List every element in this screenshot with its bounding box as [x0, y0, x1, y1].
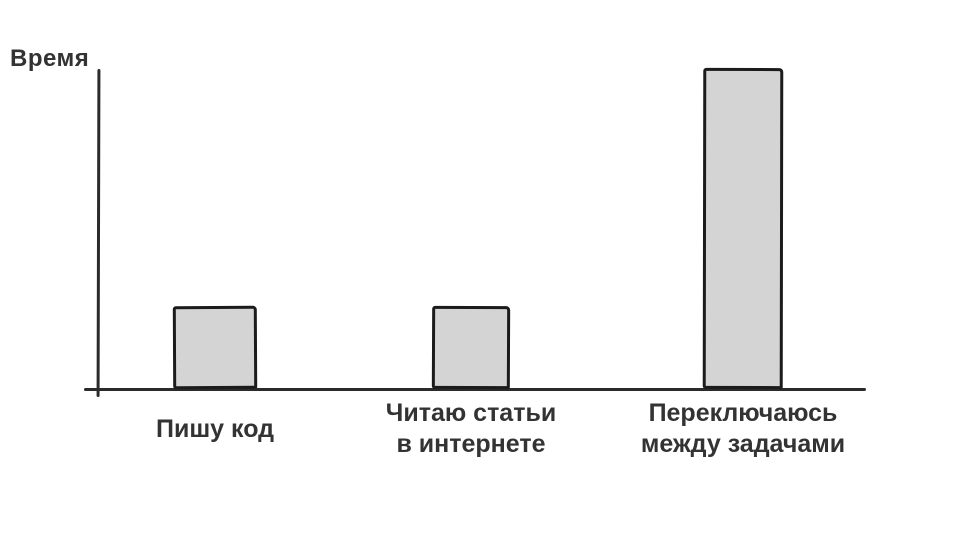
y-axis-line [96, 68, 100, 398]
bar-label-3: Переключаюсь между задачами [603, 398, 883, 460]
bar-label-line: Пишу код [155, 414, 275, 443]
y-axis-label: Время [10, 45, 90, 72]
bar-1 [172, 305, 258, 390]
x-axis-line [84, 388, 866, 391]
bar-label-line: между задачами [640, 430, 846, 458]
bar-3 [702, 67, 784, 390]
bar-label-2: Читаю статьи в интернете [331, 398, 611, 460]
bar-label-line: в интернете [396, 430, 546, 458]
bar-label-line: Читаю статьи [385, 399, 557, 427]
bar-label-line: Переключаюсь [648, 399, 838, 427]
bar-2 [431, 305, 511, 390]
bar-label-1: Пишу код [75, 398, 355, 460]
